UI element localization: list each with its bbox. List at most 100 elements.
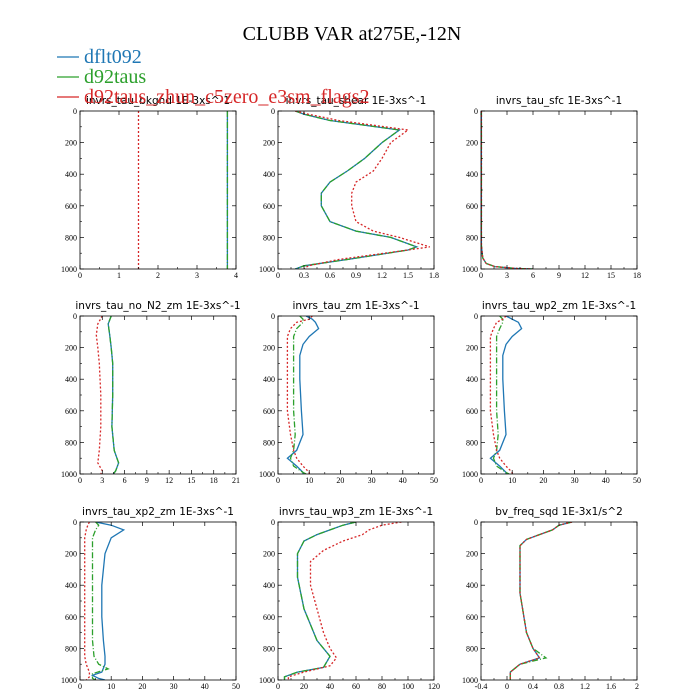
x-tick-label: 0 — [276, 476, 280, 485]
x-tick-label: 3 — [100, 476, 104, 485]
y-tick-label: 0 — [73, 518, 77, 527]
y-tick-label: 600 — [65, 407, 77, 416]
series-group — [295, 111, 430, 269]
series-line-d92taus — [509, 522, 573, 680]
panel-6: invrs_tau_xp2_zm 1E-3xs^-1 0 10 20 30 40 50 0 20… — [61, 506, 240, 691]
panel-4: invrs_tau_zm 1E-3xs^-1 0 10 20 30 40 50 0 200 400… — [259, 300, 438, 485]
x-tick-label: 100 — [402, 682, 414, 691]
series-line-d92taus_zhun_c5zero_e3sm_flags2 — [509, 522, 573, 680]
y-tick-label: 400 — [263, 581, 275, 590]
x-tick-label: 10 — [107, 682, 115, 691]
series-line-d92taus — [295, 111, 419, 269]
x-tick-label: 0 — [479, 476, 483, 485]
plot-frame — [480, 521, 638, 681]
series-line-d92taus_zhun_c5zero_e3sm_flags2 — [287, 522, 402, 680]
x-tick-label: 0 — [276, 682, 280, 691]
y-tick-label: 0 — [73, 107, 77, 116]
x-tick-label: 50 — [633, 476, 641, 485]
x-tick-label: 12 — [581, 271, 589, 280]
y-tick-label: 200 — [65, 139, 77, 148]
y-tick-label: 400 — [65, 581, 77, 590]
y-tick-label: 1000 — [259, 676, 275, 685]
series-line-dflt092 — [295, 111, 419, 269]
panel-title: invrs_tau_xp2_zm 1E-3xs^-1 — [82, 506, 234, 518]
series-line-d92taus_zhun_c5zero_e3sm_flags2 — [481, 111, 534, 269]
series-group — [84, 522, 126, 680]
x-tick-label: 0 — [78, 271, 82, 280]
legend-label-d92taus-zhun: d92taus_zhun_c5zero_e3sm_flags2 — [84, 86, 369, 108]
panel-title: invrs_tau_shear 1E-3xs^-1 — [286, 95, 427, 107]
panel-title: invrs_tau_bkgnd 1E-3xs^-1 — [86, 95, 230, 107]
y-tick-label: 1000 — [462, 470, 478, 479]
y-tick-label: 800 — [263, 233, 275, 242]
y-tick-label: 0 — [474, 107, 478, 116]
plot-frame — [277, 315, 435, 475]
y-tick-label: 400 — [65, 375, 77, 384]
y-tick-label: 600 — [263, 202, 275, 211]
x-tick-label: 40 — [602, 476, 610, 485]
x-tick-label: 30 — [571, 476, 579, 485]
y-tick-label: 800 — [466, 644, 478, 653]
x-tick-label: 0 — [78, 682, 82, 691]
x-tick-label: 21 — [232, 476, 240, 485]
x-tick-label: 15 — [607, 271, 615, 280]
y-tick-label: 1000 — [462, 265, 478, 274]
y-tick-label: 800 — [466, 233, 478, 242]
x-tick-label: 0.8 — [554, 682, 564, 691]
y-tick-label: 600 — [466, 407, 478, 416]
series-line-d92taus_zhun_c5zero_e3sm_flags2 — [489, 316, 513, 474]
panel-7: invrs_tau_wp3_zm 1E-3xs^-1 0 20 40 60 80 100 12… — [259, 506, 440, 691]
y-tick-label: 600 — [263, 407, 275, 416]
x-tick-label: 20 — [336, 476, 344, 485]
y-tick-label: 0 — [73, 312, 77, 321]
y-tick-label: 200 — [263, 550, 275, 559]
x-tick-label: 18 — [210, 476, 218, 485]
y-tick-label: 0 — [271, 107, 275, 116]
panel-5: invrs_tau_wp2_zm 1E-3xs^-1 0 10 20 30 40 50 0 20… — [462, 300, 641, 485]
x-tick-label: 0.9 — [351, 271, 361, 280]
series-line-d92taus — [91, 522, 110, 680]
legend-label-d92taus: d92taus — [84, 66, 146, 88]
panel-title: invrs_tau_wp3_zm 1E-3xs^-1 — [279, 506, 433, 518]
x-tick-label: 1.6 — [606, 682, 616, 691]
figure-title: CLUBB VAR at275E,-12N — [243, 23, 462, 45]
x-tick-label: 40 — [326, 682, 334, 691]
series-group — [481, 111, 534, 269]
panel-1: invrs_tau_shear 1E-3xs^-1 0 0.3 0.6 0.9 1.2 1.… — [259, 95, 439, 280]
series-group — [509, 522, 573, 680]
x-tick-label: 20 — [138, 682, 146, 691]
panel-title: invrs_tau_sfc 1E-3xs^-1 — [496, 95, 622, 107]
x-tick-label: 0 — [78, 476, 82, 485]
series-line-d92taus — [481, 111, 534, 269]
y-tick-label: 1000 — [259, 265, 275, 274]
x-tick-label: 60 — [352, 682, 360, 691]
x-tick-label: 80 — [378, 682, 386, 691]
y-tick-label: 200 — [466, 550, 478, 559]
plot-frame — [79, 315, 237, 475]
series-line-d92taus — [289, 316, 307, 474]
series-line-dflt092 — [283, 522, 357, 680]
series-line-d92taus — [283, 522, 357, 680]
y-tick-label: 800 — [263, 644, 275, 653]
legend: dflt092 d92taus d92taus_zhun_c5zero_e3sm… — [57, 46, 369, 108]
x-tick-label: 3 — [505, 271, 509, 280]
y-tick-label: 400 — [466, 581, 478, 590]
y-tick-label: 1000 — [61, 470, 77, 479]
x-tick-label: 6 — [531, 271, 535, 280]
x-tick-label: 6 — [123, 476, 127, 485]
x-tick-label: 10 — [508, 476, 516, 485]
y-tick-label: 1000 — [61, 676, 77, 685]
series-line-dflt092 — [286, 316, 320, 474]
x-tick-label: 3 — [195, 271, 199, 280]
x-tick-label: 2 — [156, 271, 160, 280]
series-line-dflt092 — [489, 316, 523, 474]
x-tick-label: 1 — [117, 271, 121, 280]
series-line-dflt092 — [481, 111, 534, 269]
panel-title: bv_freq_sqd 1E-3x1/s^2 — [495, 506, 623, 518]
x-tick-label: 0 — [479, 271, 483, 280]
panel-2: invrs_tau_sfc 1E-3xs^-1 0 3 6 9 12 15 18 0 200 400… — [462, 95, 641, 280]
x-tick-label: 2 — [635, 682, 639, 691]
x-tick-label: 18 — [633, 271, 641, 280]
x-tick-label: 50 — [430, 476, 438, 485]
